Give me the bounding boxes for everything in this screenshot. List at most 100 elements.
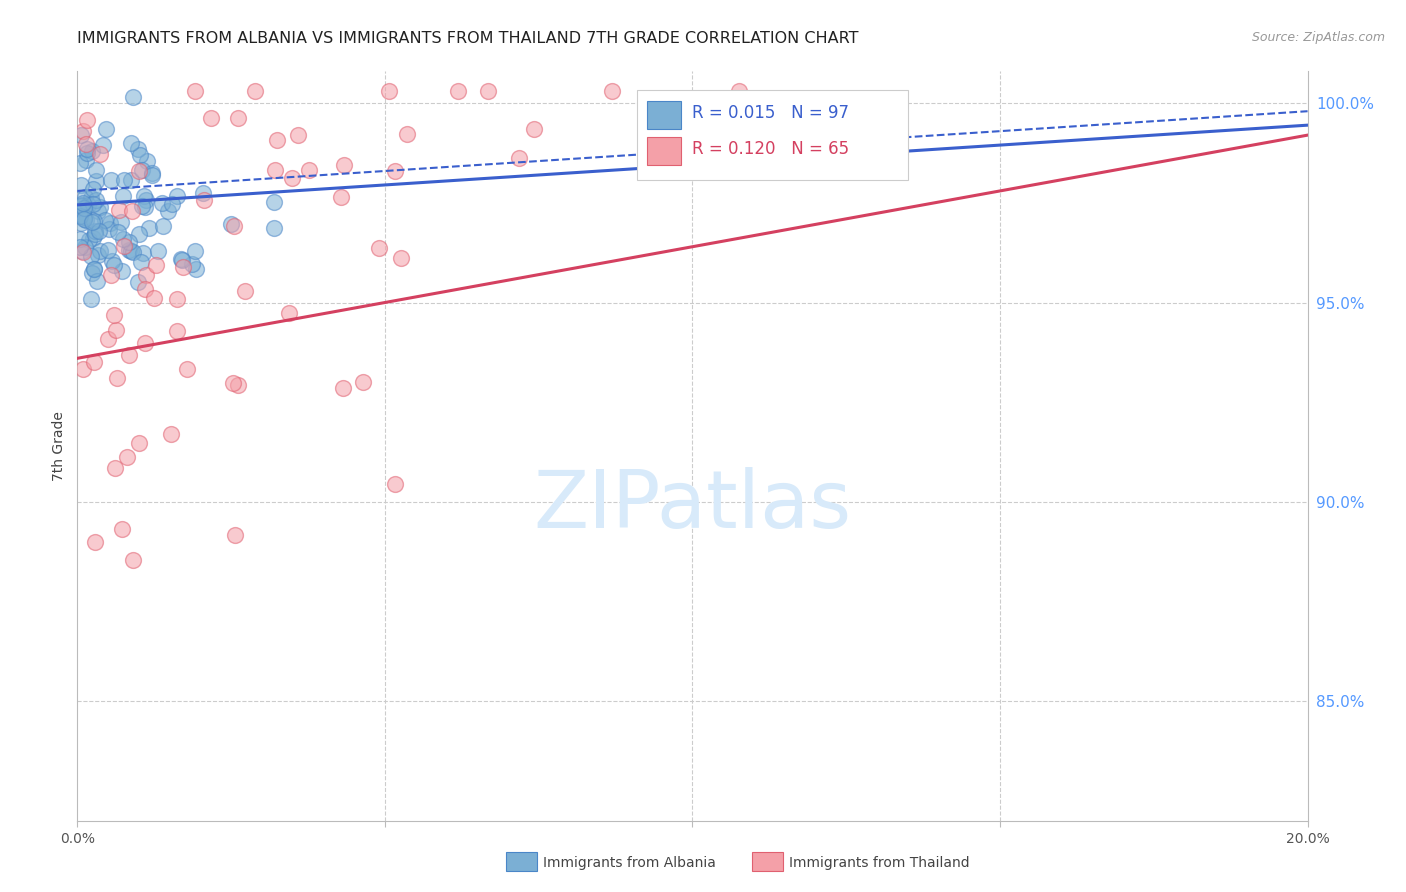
Point [127, 142, 149, 156]
Point [72, 244, 94, 259]
Point [80, 249, 103, 263]
Text: R = 0.120   N = 65: R = 0.120 N = 65 [693, 139, 849, 158]
Point [89, 147, 111, 161]
Point [75, 240, 97, 254]
Point [84, 534, 107, 549]
Point [83, 224, 105, 238]
Point [145, 258, 167, 272]
Point [103, 308, 125, 322]
Point [101, 254, 124, 268]
Point [170, 252, 193, 266]
Point [728, 84, 751, 98]
Point [150, 196, 173, 211]
Point [96, 122, 118, 136]
Point [118, 235, 141, 249]
Point [128, 436, 150, 450]
Point [83, 262, 105, 277]
Text: R = 0.015   N = 97: R = 0.015 N = 97 [693, 103, 849, 121]
Point [222, 219, 245, 233]
Point [69, 240, 91, 254]
Point [184, 84, 207, 98]
Point [172, 253, 194, 268]
Point [110, 215, 132, 229]
Point [69, 216, 91, 230]
Point [82, 214, 104, 228]
Point [83, 261, 105, 276]
Point [298, 163, 321, 178]
Point [263, 163, 285, 178]
Point [75, 213, 97, 227]
Point [193, 194, 215, 208]
Point [104, 461, 127, 475]
Point [86, 193, 108, 207]
Point [112, 189, 135, 203]
Point [82, 231, 104, 245]
Point [112, 173, 135, 187]
Point [100, 173, 122, 187]
Point [72, 196, 94, 211]
Point [266, 133, 288, 147]
Point [132, 189, 155, 203]
Point [135, 153, 157, 168]
Point [128, 227, 150, 241]
Point [329, 190, 352, 204]
Point [73, 210, 96, 224]
Point [98, 216, 121, 230]
Point [131, 163, 153, 178]
Point [107, 225, 129, 239]
Point [160, 197, 183, 211]
Point [395, 128, 418, 142]
Point [120, 244, 142, 258]
Point [89, 223, 111, 237]
Point [384, 164, 406, 178]
Point [97, 243, 120, 257]
Point [352, 376, 374, 390]
Point [111, 522, 134, 536]
Point [508, 151, 530, 165]
Text: Source: ZipAtlas.com: Source: ZipAtlas.com [1251, 31, 1385, 45]
Point [224, 527, 246, 541]
Point [332, 381, 354, 395]
Point [80, 293, 103, 307]
Point [82, 182, 104, 196]
Point [89, 200, 111, 214]
Point [152, 219, 174, 233]
Point [111, 264, 134, 278]
Point [80, 145, 103, 159]
Point [69, 210, 91, 224]
Point [389, 251, 412, 265]
Point [263, 195, 285, 210]
Point [84, 227, 107, 241]
Y-axis label: 7th Grade: 7th Grade [52, 411, 66, 481]
Point [132, 246, 155, 260]
Point [121, 245, 143, 260]
Point [367, 241, 389, 255]
Point [121, 203, 143, 218]
Point [141, 169, 163, 183]
Point [378, 84, 401, 98]
Point [183, 244, 205, 258]
Point [135, 193, 157, 207]
Bar [647, 101, 682, 129]
Point [105, 322, 128, 336]
Point [77, 233, 100, 247]
Point [131, 199, 153, 213]
Point [83, 355, 105, 369]
Text: IMMIGRANTS FROM ALBANIA VS IMMIGRANTS FROM THAILAND 7TH GRADE CORRELATION CHART: IMMIGRANTS FROM ALBANIA VS IMMIGRANTS FR… [77, 31, 859, 46]
Point [226, 378, 249, 392]
Point [70, 128, 93, 143]
Point [166, 292, 188, 306]
Point [77, 198, 100, 212]
Point [134, 201, 156, 215]
Point [75, 137, 97, 152]
Point [226, 112, 249, 126]
Point [287, 128, 309, 142]
Point [70, 244, 93, 258]
FancyBboxPatch shape [637, 90, 908, 180]
Point [97, 332, 120, 346]
Point [134, 335, 156, 350]
Text: Immigrants from Albania: Immigrants from Albania [543, 855, 716, 870]
Point [141, 166, 163, 180]
Point [86, 274, 108, 288]
Point [128, 163, 150, 178]
